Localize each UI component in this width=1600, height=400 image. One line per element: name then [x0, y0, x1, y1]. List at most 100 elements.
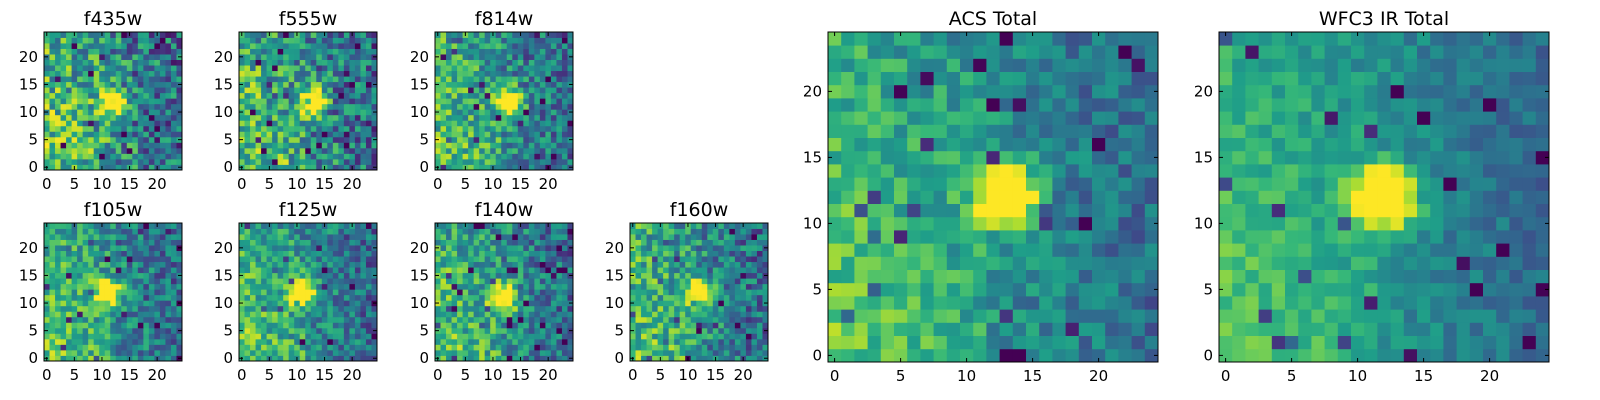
- heatmap-cell: [501, 48, 508, 55]
- heatmap-cell: [277, 228, 284, 235]
- heatmap-cell: [365, 283, 372, 290]
- heatmap-cell: [154, 349, 161, 356]
- heatmap-cell: [121, 322, 128, 329]
- heatmap-cell: [517, 272, 524, 279]
- heatmap-cell: [349, 349, 356, 356]
- heatmap-cell: [354, 43, 361, 49]
- heatmap-cell: [88, 283, 95, 290]
- heatmap-cell: [462, 76, 469, 83]
- heatmap-cell: [338, 239, 345, 246]
- heatmap-cell: [685, 256, 692, 263]
- heatmap-cell: [77, 261, 84, 268]
- heatmap-cell: [446, 289, 452, 296]
- heatmap-cell: [657, 228, 664, 235]
- heatmap-cell: [490, 43, 497, 49]
- x-tick-label: 15: [315, 175, 334, 193]
- heatmap-cell: [446, 87, 452, 94]
- heatmap-cell: [255, 164, 262, 171]
- heatmap-cell: [88, 153, 95, 160]
- heatmap-cell: [338, 158, 345, 165]
- heatmap-cell: [973, 203, 987, 218]
- heatmap-cell: [523, 136, 530, 143]
- heatmap-cell: [490, 234, 497, 240]
- heatmap-cell: [517, 76, 524, 83]
- heatmap-cell: [316, 32, 323, 38]
- heatmap-cell: [137, 333, 144, 340]
- heatmap-cell: [143, 228, 150, 235]
- heatmap-cell: [110, 272, 117, 279]
- heatmap-cell: [143, 267, 150, 274]
- heatmap-cell: [49, 103, 56, 110]
- heatmap-cell: [126, 272, 133, 279]
- heatmap-cell: [740, 289, 747, 296]
- heatmap-cell: [294, 311, 301, 318]
- heatmap-cell: [674, 349, 681, 356]
- heatmap-cell: [288, 344, 295, 351]
- heatmap-cell: [854, 243, 868, 257]
- heatmap-cell: [920, 243, 934, 257]
- heatmap-cell: [528, 245, 535, 251]
- heatmap-cell: [462, 256, 469, 263]
- heatmap-cell: [652, 261, 658, 268]
- heatmap-cell: [1026, 243, 1040, 257]
- heatmap-cell: [734, 250, 741, 257]
- heatmap-cell: [668, 327, 675, 334]
- heatmap-cell: [77, 327, 84, 334]
- heatmap-cell: [468, 245, 475, 251]
- heatmap-cell: [272, 87, 279, 94]
- heatmap-cell: [343, 32, 350, 38]
- heatmap-cell: [55, 48, 61, 55]
- heatmap-cell: [82, 136, 89, 143]
- heatmap-cell: [294, 109, 301, 116]
- heatmap-cell: [294, 153, 301, 160]
- heatmap-cell: [762, 250, 769, 257]
- heatmap-cell: [338, 32, 345, 38]
- heatmap-cell: [121, 136, 128, 143]
- heatmap-cell: [294, 338, 301, 345]
- heatmap-cell: [60, 37, 67, 44]
- heatmap-cell: [327, 120, 334, 127]
- heatmap-cell: [512, 65, 519, 72]
- heatmap-cell: [534, 92, 541, 99]
- heatmap-cell: [1092, 256, 1106, 270]
- heatmap-cell: [71, 294, 78, 301]
- heatmap-cell: [321, 65, 328, 72]
- heatmap-cell: [49, 272, 56, 279]
- heatmap-cell: [462, 283, 469, 290]
- heatmap-cell: [657, 311, 664, 318]
- heatmap-cell: [696, 355, 703, 362]
- heatmap-cell: [82, 300, 89, 307]
- x-tick-label: 0: [42, 175, 52, 193]
- heatmap-cell: [66, 54, 72, 60]
- heatmap-cell: [165, 43, 172, 49]
- heatmap-cell: [154, 311, 161, 318]
- heatmap-cell: [261, 234, 267, 240]
- heatmap-cell: [674, 294, 681, 301]
- heatmap-cell: [512, 54, 519, 60]
- heatmap-cell: [440, 76, 447, 83]
- heatmap-cell: [679, 344, 686, 351]
- heatmap-cell: [740, 283, 747, 290]
- heatmap-cell: [652, 239, 658, 246]
- heatmap-cell: [159, 103, 166, 110]
- heatmap-cell: [66, 272, 72, 279]
- heatmap-cell: [305, 267, 312, 274]
- heatmap-cell: [266, 125, 273, 132]
- heatmap-cell: [457, 120, 463, 127]
- heatmap-cell: [365, 316, 372, 323]
- heatmap-cell: [523, 305, 530, 312]
- heatmap-cell: [451, 147, 458, 154]
- heatmap-cell: [756, 223, 763, 229]
- heatmap-cell: [679, 278, 686, 285]
- heatmap-cell: [88, 87, 95, 94]
- heatmap-cell: [523, 54, 530, 60]
- heatmap-cell: [272, 338, 279, 345]
- heatmap-cell: [690, 333, 697, 340]
- heatmap-cell: [316, 261, 323, 268]
- heatmap-cell: [550, 48, 557, 55]
- heatmap-cell: [440, 164, 447, 171]
- heatmap-cell: [49, 327, 56, 334]
- heatmap-cell: [506, 153, 513, 160]
- heatmap-cell: [756, 239, 763, 246]
